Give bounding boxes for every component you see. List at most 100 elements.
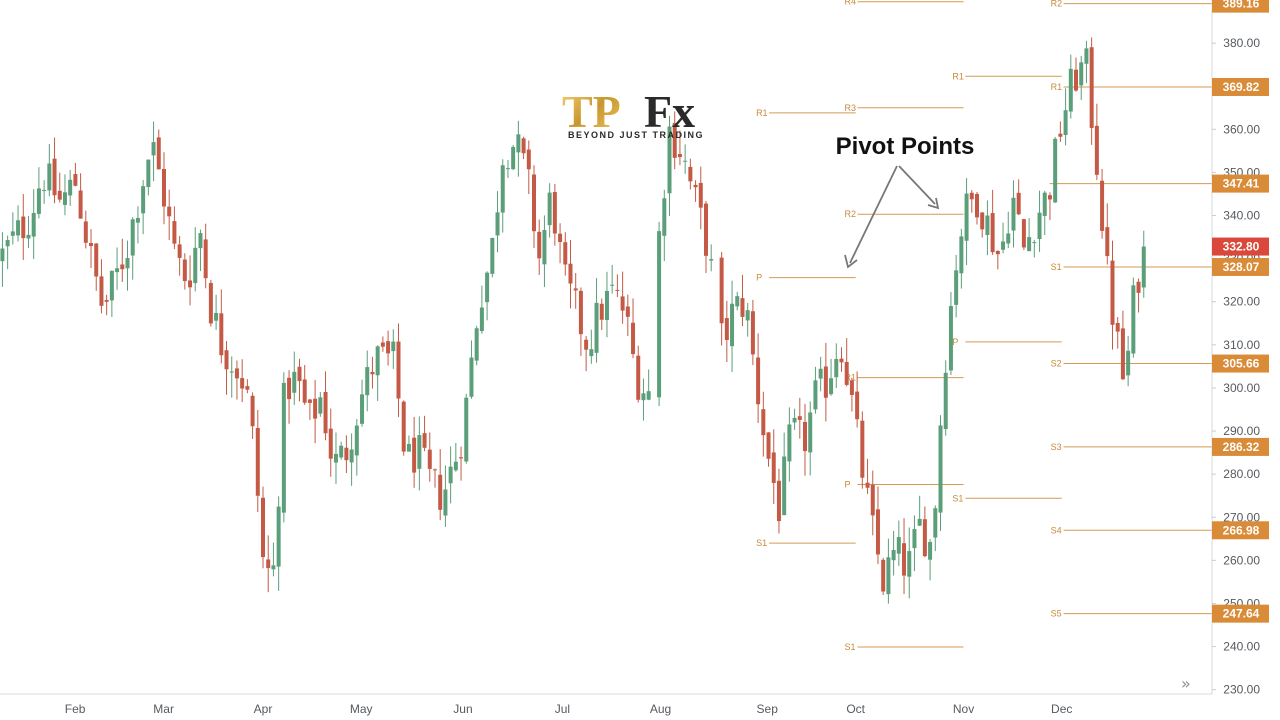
candle-body bbox=[141, 186, 146, 214]
candle-body bbox=[229, 371, 234, 373]
price-tick-label: 320.00 bbox=[1223, 295, 1260, 309]
candle-body bbox=[829, 378, 834, 395]
candle-body bbox=[422, 433, 427, 448]
candle-body bbox=[1058, 133, 1063, 137]
candle-body bbox=[245, 386, 250, 390]
logo-tagline: BEYOND JUST TRADING bbox=[568, 130, 704, 140]
candle-body bbox=[1120, 328, 1125, 380]
candle-body bbox=[354, 425, 359, 456]
candle-body bbox=[1032, 242, 1037, 244]
candle-body bbox=[1074, 69, 1079, 91]
time-tick-label: Sep bbox=[757, 702, 779, 716]
time-tick-label: Feb bbox=[65, 702, 86, 716]
candle-body bbox=[584, 339, 589, 350]
candle-body bbox=[339, 445, 344, 458]
candle-body bbox=[709, 259, 714, 261]
candle-body bbox=[537, 231, 542, 259]
candle-body bbox=[31, 212, 36, 237]
candle-body bbox=[333, 453, 338, 463]
price-tick-label: 360.00 bbox=[1223, 122, 1260, 136]
price-tick-label: 230.00 bbox=[1223, 683, 1260, 697]
candle-body bbox=[89, 243, 94, 247]
candle-body bbox=[36, 188, 41, 214]
time-tick-label: Dec bbox=[1051, 702, 1072, 716]
price-tag-label: 247.64 bbox=[1223, 607, 1260, 621]
candle-body bbox=[1042, 192, 1047, 216]
candle-body bbox=[839, 358, 844, 363]
price-tag-label: 305.66 bbox=[1223, 357, 1260, 371]
candle-body bbox=[5, 240, 10, 247]
annotation-arrow-right bbox=[898, 165, 936, 205]
candle-body bbox=[1037, 212, 1042, 240]
time-axis-ticks: Feb Mar Apr May Jun Jul Aug Sep Oct Nov Dec bbox=[65, 702, 1073, 716]
candle-body bbox=[255, 427, 260, 496]
candle-body bbox=[287, 377, 292, 400]
candle-body bbox=[313, 398, 318, 419]
candle-body bbox=[980, 212, 985, 230]
candle-body bbox=[886, 557, 891, 595]
pivot-label: S1 bbox=[952, 493, 963, 503]
candle-body bbox=[631, 322, 636, 355]
candle-body bbox=[719, 257, 724, 324]
pivot-label: S3 bbox=[1051, 442, 1062, 452]
candle-body bbox=[974, 193, 979, 218]
candle-body bbox=[511, 146, 516, 170]
candle-body bbox=[568, 263, 573, 284]
price-tags: 389.16 369.82 347.41 332.80 328.07 305.66 286.… bbox=[1212, 0, 1269, 623]
candle-body bbox=[412, 437, 417, 473]
candle-body bbox=[881, 559, 886, 592]
candle-body bbox=[401, 401, 406, 452]
candle-body bbox=[1126, 350, 1131, 376]
annotation-label: Pivot Points bbox=[836, 133, 975, 160]
candle-body bbox=[740, 298, 745, 317]
candle-body bbox=[875, 509, 880, 555]
candle-body bbox=[792, 417, 797, 423]
candle-body bbox=[818, 368, 823, 379]
time-tick-label: Mar bbox=[153, 702, 174, 716]
candle-body bbox=[297, 366, 302, 382]
candle-body bbox=[318, 397, 323, 414]
candle-body bbox=[782, 456, 787, 516]
candle-body bbox=[636, 355, 641, 400]
candle-body bbox=[1115, 322, 1120, 332]
pivot-label: S1 bbox=[756, 538, 767, 548]
candle-body bbox=[1089, 47, 1094, 128]
candle-body bbox=[464, 397, 469, 462]
pivot-label: P bbox=[845, 480, 851, 490]
price-tick-label: 270.00 bbox=[1223, 510, 1260, 524]
candle-body bbox=[990, 213, 995, 253]
candle-body bbox=[26, 234, 31, 239]
price-tag-label: 328.07 bbox=[1223, 260, 1260, 274]
candle-body bbox=[1131, 285, 1136, 354]
time-tick-label: Aug bbox=[650, 702, 671, 716]
candle-body bbox=[532, 174, 537, 232]
candle-body bbox=[735, 296, 740, 307]
candle-body bbox=[1105, 227, 1110, 257]
candle-body bbox=[0, 248, 5, 262]
pivot-label: P bbox=[756, 273, 762, 283]
price-tag-label: 347.41 bbox=[1223, 177, 1260, 191]
candle-body bbox=[62, 192, 67, 205]
candle-body bbox=[349, 449, 354, 463]
scroll-to-realtime-icon[interactable]: » bbox=[1181, 674, 1191, 693]
pivot-label: R2 bbox=[845, 209, 857, 219]
candle-body bbox=[964, 193, 969, 241]
candle-body bbox=[16, 220, 21, 236]
candle-body bbox=[406, 443, 411, 452]
candle-body bbox=[172, 221, 177, 244]
logo-mark-tp: TP bbox=[562, 86, 621, 137]
candle-body bbox=[599, 303, 604, 320]
candle-body bbox=[985, 215, 990, 235]
candle-body bbox=[1079, 62, 1084, 86]
candle-body bbox=[703, 203, 708, 256]
pivot-label: R4 bbox=[845, 0, 857, 7]
candle-body bbox=[234, 368, 239, 379]
price-tick-label: 240.00 bbox=[1223, 640, 1260, 654]
candle-body bbox=[948, 306, 953, 371]
candle-body bbox=[1094, 125, 1099, 175]
annotation-arrowhead-right bbox=[927, 197, 940, 210]
candle-body bbox=[552, 192, 557, 234]
candle-body bbox=[73, 174, 78, 186]
candle-body bbox=[1068, 68, 1073, 112]
